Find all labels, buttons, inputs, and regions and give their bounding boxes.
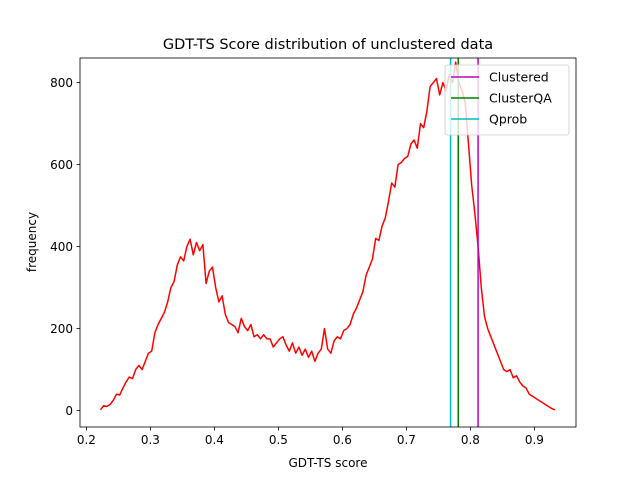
- y-tick-label: 200: [50, 322, 73, 336]
- y-tick-label: 800: [50, 76, 73, 90]
- x-axis-label: GDT-TS score: [288, 456, 367, 470]
- x-tick-label: 0.7: [397, 433, 416, 447]
- legend-label-clusterqa: ClusterQA: [489, 91, 552, 106]
- y-axis-label: frequency: [25, 212, 39, 272]
- x-tick-label: 0.8: [461, 433, 480, 447]
- plot-area: 0.2 0.3 0.4 0.5 0.6 0.7 0.8 0.9 0 200 400 600 800 Clu…: [50, 57, 577, 447]
- x-tick-label: 0.5: [269, 433, 288, 447]
- axes-frame: [79, 57, 577, 428]
- y-tick-label: 0: [65, 404, 73, 418]
- chart-title: GDT-TS Score distribution of unclustered…: [163, 37, 493, 53]
- legend-label-qprob: Qprob: [489, 112, 527, 127]
- x-tick-label: 0.9: [525, 433, 544, 447]
- x-tick-label: 0.4: [205, 433, 224, 447]
- legend-box: [444, 64, 570, 136]
- x-tick-label: 0.6: [333, 433, 352, 447]
- x-tick-label: 0.3: [141, 433, 160, 447]
- series-line-distribution: [99, 61, 556, 411]
- legend-label-clustered: Clustered: [489, 70, 549, 85]
- y-tick-label: 400: [50, 240, 73, 254]
- x-tick-label: 0.2: [77, 433, 96, 447]
- y-tick-label: 600: [50, 158, 73, 172]
